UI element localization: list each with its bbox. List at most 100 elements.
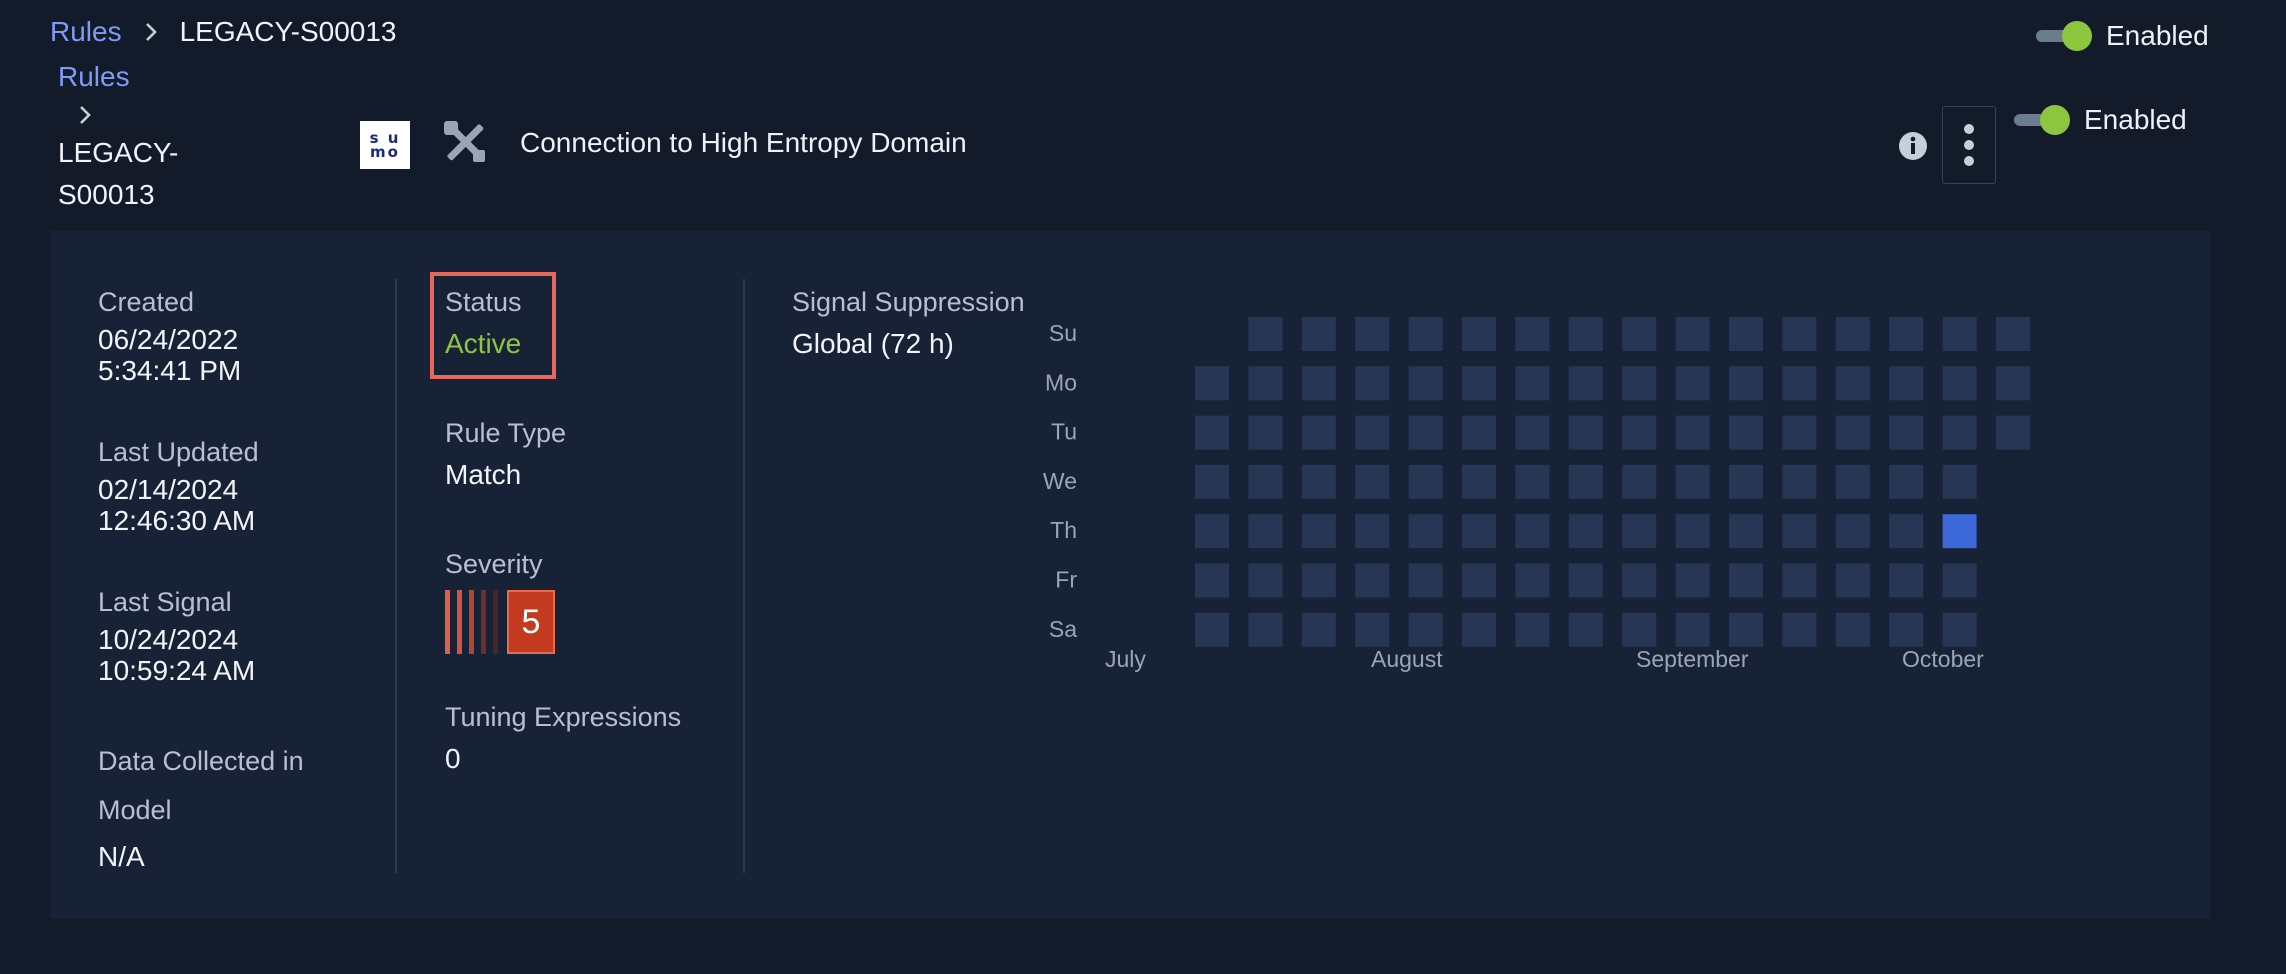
heatmap-cell[interactable] xyxy=(1248,612,1283,647)
heatmap-cell[interactable] xyxy=(1889,612,1924,647)
heatmap-cell[interactable] xyxy=(1462,366,1496,401)
breadcrumb-rules-link[interactable]: Rules xyxy=(50,16,122,47)
heatmap-cell[interactable] xyxy=(1408,563,1443,598)
heatmap-cell[interactable] xyxy=(1782,514,1817,549)
heatmap-cell[interactable] xyxy=(1515,514,1550,549)
heatmap-cell[interactable] xyxy=(1675,563,1710,598)
heatmap-cell[interactable] xyxy=(1301,563,1336,598)
heatmap-cell[interactable] xyxy=(1462,514,1496,549)
heatmap-cell[interactable] xyxy=(1942,464,1977,499)
heatmap-cell-active[interactable] xyxy=(1942,514,1977,549)
enabled-toggle-top[interactable]: Enabled xyxy=(2036,20,2209,52)
heatmap-cell[interactable] xyxy=(1248,563,1283,598)
heatmap-cell[interactable] xyxy=(1729,563,1763,598)
heatmap-cell[interactable] xyxy=(1355,563,1390,598)
heatmap-cell[interactable] xyxy=(1622,317,1657,351)
heatmap-cell[interactable] xyxy=(1408,612,1443,647)
heatmap-cell[interactable] xyxy=(1675,612,1710,647)
heatmap-cell[interactable] xyxy=(1355,612,1390,647)
heatmap-cell[interactable] xyxy=(1568,415,1603,450)
heatmap-cell[interactable] xyxy=(1729,366,1763,401)
heatmap-cell[interactable] xyxy=(1835,415,1870,450)
heatmap-cell[interactable] xyxy=(1675,464,1710,499)
heatmap-cell[interactable] xyxy=(1355,366,1390,401)
heatmap-cell[interactable] xyxy=(1248,464,1283,499)
heatmap-cell[interactable] xyxy=(1568,563,1603,598)
heatmap-cell[interactable] xyxy=(1408,366,1443,401)
heatmap-cell[interactable] xyxy=(1835,317,1870,351)
breadcrumb-rules-link[interactable]: Rules xyxy=(58,61,130,92)
heatmap-cell[interactable] xyxy=(1942,317,1977,351)
heatmap-cell[interactable] xyxy=(1889,317,1924,351)
heatmap-cell[interactable] xyxy=(1835,464,1870,499)
heatmap-cell[interactable] xyxy=(1568,366,1603,401)
heatmap-cell[interactable] xyxy=(1248,415,1283,450)
heatmap-cell[interactable] xyxy=(1729,317,1763,351)
heatmap-cell[interactable] xyxy=(1622,612,1657,647)
heatmap-cell[interactable] xyxy=(1996,366,2030,401)
heatmap-cell[interactable] xyxy=(1835,514,1870,549)
heatmap-cell[interactable] xyxy=(1835,563,1870,598)
heatmap-cell[interactable] xyxy=(1568,612,1603,647)
heatmap-cell[interactable] xyxy=(1462,317,1496,351)
heatmap-cell[interactable] xyxy=(1515,366,1550,401)
heatmap-cell[interactable] xyxy=(1462,612,1496,647)
heatmap-cell[interactable] xyxy=(1782,563,1817,598)
heatmap-cell[interactable] xyxy=(1355,514,1390,549)
heatmap-cell[interactable] xyxy=(1195,366,1229,401)
heatmap-cell[interactable] xyxy=(1729,415,1763,450)
heatmap-cell[interactable] xyxy=(1782,366,1817,401)
heatmap-cell[interactable] xyxy=(1782,612,1817,647)
heatmap-cell[interactable] xyxy=(1408,514,1443,549)
heatmap-cell[interactable] xyxy=(1515,464,1550,499)
heatmap-cell[interactable] xyxy=(1889,366,1924,401)
heatmap-cell[interactable] xyxy=(1462,563,1496,598)
heatmap-cell[interactable] xyxy=(1301,415,1336,450)
heatmap-cell[interactable] xyxy=(1729,514,1763,549)
heatmap-cell[interactable] xyxy=(1301,317,1336,351)
heatmap-cell[interactable] xyxy=(1942,366,1977,401)
heatmap-cell[interactable] xyxy=(1355,317,1390,351)
heatmap-cell[interactable] xyxy=(1889,563,1924,598)
info-icon[interactable] xyxy=(1898,131,1928,161)
heatmap-cell[interactable] xyxy=(1675,514,1710,549)
heatmap-cell[interactable] xyxy=(1462,464,1496,499)
heatmap-cell[interactable] xyxy=(1301,464,1336,499)
heatmap-cell[interactable] xyxy=(1195,464,1229,499)
heatmap-cell[interactable] xyxy=(1942,563,1977,598)
heatmap-cell[interactable] xyxy=(1462,415,1496,450)
heatmap-cell[interactable] xyxy=(1515,563,1550,598)
heatmap-cell[interactable] xyxy=(1622,514,1657,549)
heatmap-cell[interactable] xyxy=(1835,612,1870,647)
heatmap-cell[interactable] xyxy=(1675,366,1710,401)
heatmap-cell[interactable] xyxy=(1729,612,1763,647)
heatmap-cell[interactable] xyxy=(1889,415,1924,450)
heatmap-cell[interactable] xyxy=(1195,415,1229,450)
enabled-toggle[interactable]: Enabled xyxy=(2014,104,2187,136)
heatmap-cell[interactable] xyxy=(1301,514,1336,549)
heatmap-cell[interactable] xyxy=(1996,415,2030,450)
heatmap-cell[interactable] xyxy=(1195,563,1229,598)
heatmap-cell[interactable] xyxy=(1568,514,1603,549)
heatmap-cell[interactable] xyxy=(1729,464,1763,499)
heatmap-cell[interactable] xyxy=(1996,317,2030,351)
heatmap-cell[interactable] xyxy=(1622,366,1657,401)
heatmap-cell[interactable] xyxy=(1622,415,1657,450)
heatmap-cell[interactable] xyxy=(1301,366,1336,401)
more-options-button[interactable] xyxy=(1942,106,1996,184)
heatmap-cell[interactable] xyxy=(1782,464,1817,499)
heatmap-cell[interactable] xyxy=(1782,415,1817,450)
heatmap-cell[interactable] xyxy=(1622,563,1657,598)
heatmap-cell[interactable] xyxy=(1355,415,1390,450)
heatmap-cell[interactable] xyxy=(1515,317,1550,351)
heatmap-cell[interactable] xyxy=(1408,317,1443,351)
heatmap-cell[interactable] xyxy=(1408,464,1443,499)
heatmap-cell[interactable] xyxy=(1248,317,1283,351)
toggle-switch[interactable] xyxy=(2036,21,2092,51)
heatmap-cell[interactable] xyxy=(1889,464,1924,499)
heatmap-cell[interactable] xyxy=(1942,612,1977,647)
heatmap-cell[interactable] xyxy=(1515,612,1550,647)
heatmap-cell[interactable] xyxy=(1408,415,1443,450)
heatmap-cell[interactable] xyxy=(1942,415,1977,450)
heatmap-cell[interactable] xyxy=(1195,612,1229,647)
